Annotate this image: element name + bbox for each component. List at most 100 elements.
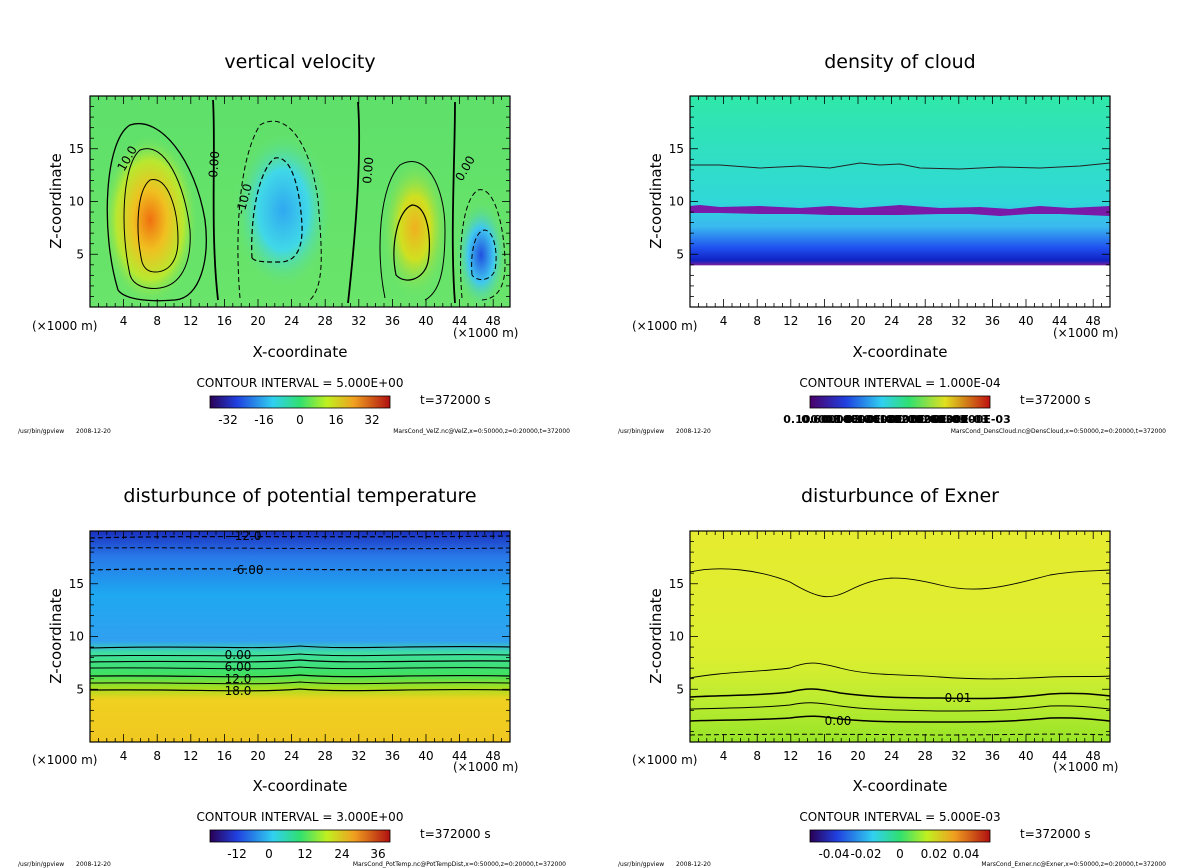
footer-program: /usr/bin/gpview [18, 428, 64, 435]
footer-program: /usr/bin/gpview [18, 861, 64, 868]
colorbar-labels: -32 -16 0 16 32 [218, 413, 379, 427]
contour-labels: 0.01 0.00 [825, 691, 972, 728]
colorbar [809, 395, 991, 409]
contour-line [89, 659, 511, 663]
x-tick-label: 28 [318, 749, 333, 763]
x-tick-label: 20 [850, 314, 865, 328]
contour-interval: CONTOUR INTERVAL = 3.000E+00 [197, 810, 404, 824]
contour-line [379, 161, 446, 301]
x-tick-label: 32 [351, 314, 366, 328]
contour-line [137, 179, 179, 273]
contour-line [347, 101, 361, 304]
x-tick-label: 48 [486, 314, 501, 328]
contour-line [689, 715, 1111, 723]
plot-background [690, 96, 1110, 307]
colorbar-label: -0.02 [850, 847, 881, 861]
x-tick-label: 16 [217, 314, 232, 328]
colorbar-label: 0.30000E-03 [933, 413, 1011, 426]
panel-density-of-cloud: density of cloud 4 8 12 16 20 24 28 32 36 40 44 48 … [618, 51, 1166, 435]
cloud-base [690, 205, 1110, 216]
contour-label: 0.00 [825, 714, 852, 728]
downdraft-secondary [455, 200, 507, 310]
x-tick-label: 20 [850, 749, 865, 763]
colorbar-label: 0.04 [953, 847, 980, 861]
y-axis-label: Z-coordinate [47, 153, 65, 248]
y-tick-label: 15 [69, 142, 84, 156]
x-tick-label: 36 [985, 314, 1000, 328]
contour-line [89, 681, 511, 685]
colorbar-label: 24 [334, 847, 349, 861]
contour-line [451, 101, 456, 304]
colorbar-label: 0.22000E-03 [889, 413, 967, 426]
contour-lines [89, 535, 511, 692]
downdraft-core [233, 130, 333, 290]
contour-label: 0.01 [945, 691, 972, 705]
colorbar-label: 0.18000E-03 [867, 413, 945, 426]
footer-program: /usr/bin/gpview [618, 861, 664, 868]
footer-source: MarsCond_DensCloud.nc@DensCloud,x=0:5000… [951, 428, 1166, 435]
x-tick-label: 44 [452, 314, 467, 328]
contour-line [689, 688, 1111, 700]
colorbar-label: -16 [254, 413, 274, 427]
contour-line [393, 204, 431, 281]
colorbar-label: 0.14000E-03 [845, 413, 923, 426]
panel-potential-temperature: disturbunce of potential temperature -12… [18, 485, 566, 868]
colorbar-label: 16 [328, 413, 343, 427]
y-tick-label: 5 [676, 682, 684, 696]
y-tick-label: 5 [676, 247, 684, 261]
x-unit-left: (×1000 m) [632, 319, 697, 333]
x-tick-label: 32 [951, 314, 966, 328]
footer-date: 2008-12-20 [676, 861, 711, 868]
contour-line [89, 688, 511, 692]
contour-line [106, 123, 207, 302]
x-tick-label: 40 [1018, 314, 1033, 328]
y-tick-label: 10 [69, 630, 84, 644]
colorbar-label: 0.02 [921, 847, 948, 861]
y-tick-label: 15 [669, 142, 684, 156]
footer-date: 2008-12-20 [76, 428, 111, 435]
x-tick-label: 32 [351, 749, 366, 763]
x-tick-label: 16 [217, 749, 232, 763]
x-tick-label: 28 [918, 314, 933, 328]
x-tick-label: 8 [753, 314, 761, 328]
panel-title: disturbunce of potential temperature [123, 485, 476, 507]
contour-label: -12.0 [230, 529, 261, 543]
colorbar-label: 0.10000E-03 [823, 413, 901, 426]
colorbar-labels: -12 0 12 24 36 [227, 847, 385, 861]
contour-line [89, 568, 511, 571]
contour-interval: CONTOUR INTERVAL = 5.000E+00 [197, 376, 404, 390]
x-tick-label: 20 [250, 314, 265, 328]
x-tick-label: 12 [783, 749, 798, 763]
contour-line [471, 229, 497, 281]
colorbar-labels: -0.04 -0.02 0 0.02 0.04 [818, 847, 979, 861]
x-tick-label: 4 [720, 314, 728, 328]
x-tick-label: 4 [720, 749, 728, 763]
x-axis-label: X-coordinate [853, 343, 948, 361]
contour-label: -6.00 [232, 563, 263, 577]
time-label: t=372000 s [1020, 393, 1091, 407]
y-tick-label: 10 [69, 195, 84, 209]
time-label: t=372000 s [420, 827, 491, 841]
footer-source: MarsCond_VelZ.nc@VelZ,x=0:50000,z=0:2000… [393, 428, 570, 435]
panel-title: disturbunce of Exner [801, 485, 999, 507]
contour-label: 6.00 [225, 660, 252, 674]
contour-line [89, 535, 511, 539]
x-tick-label: 40 [418, 314, 433, 328]
x-tick-label: 8 [153, 749, 161, 763]
contour-line [89, 666, 511, 670]
y-axis-label: Z-coordinate [47, 588, 65, 683]
contour-line [690, 162, 1111, 170]
x-unit-right: (×1000 m) [1053, 760, 1118, 774]
x-tick-label: 12 [183, 314, 198, 328]
y-tick-label: 10 [669, 630, 684, 644]
contour-label: 12.0 [225, 672, 252, 686]
x-tick-label: 8 [753, 749, 761, 763]
x-unit-right: (×1000 m) [453, 326, 518, 340]
y-axis-label: Z-coordinate [647, 153, 665, 248]
x-tick-label: 48 [1086, 749, 1101, 763]
x-tick-label: 12 [783, 314, 798, 328]
y-tick-label: 5 [76, 682, 84, 696]
panel-title: vertical velocity [224, 51, 375, 73]
x-tick-label: 36 [985, 749, 1000, 763]
colorbar-label: 0 [296, 413, 304, 427]
